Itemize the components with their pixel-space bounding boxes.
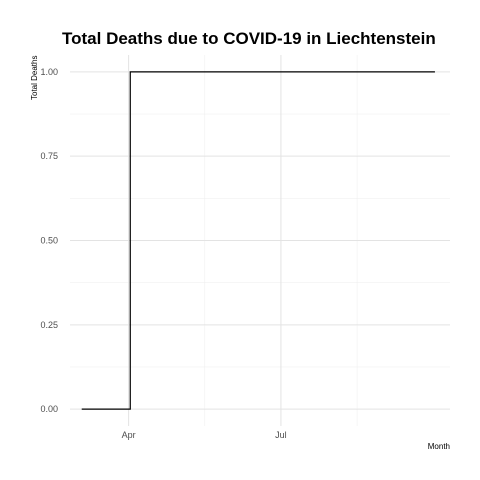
grid xyxy=(70,55,450,426)
y-axis-label: Total Deaths xyxy=(30,56,39,100)
y-tick-label: 0.25 xyxy=(40,320,58,330)
x-tick-label: Apr xyxy=(122,430,136,440)
y-tick-label: 0.50 xyxy=(40,236,58,246)
y-tick-label: 0.00 xyxy=(40,404,58,414)
x-axis-label: Month xyxy=(428,442,450,451)
y-tick-label: 0.75 xyxy=(40,151,58,161)
series-line-total-deaths xyxy=(81,71,435,410)
chart-title: Total Deaths due to COVID-19 in Liechten… xyxy=(62,29,436,48)
x-tick-label: Jul xyxy=(275,430,287,440)
series-layer xyxy=(81,71,435,410)
y-tick-label: 1.00 xyxy=(40,67,58,77)
tick-labels: 0.00 0.25 0.50 0.75 1.00 Apr Jul xyxy=(40,67,286,440)
